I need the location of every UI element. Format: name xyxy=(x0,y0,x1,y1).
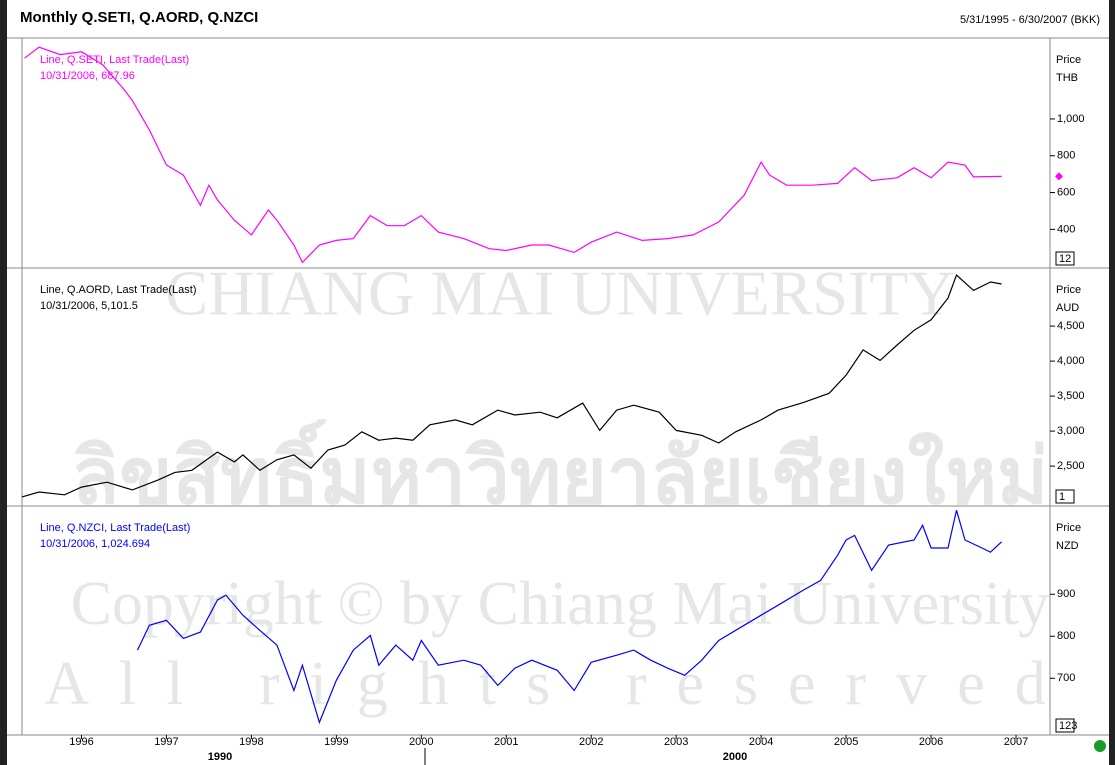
annotation: 10/31/2006, 1,024.694 xyxy=(40,538,150,550)
x-tick-label: 2006 xyxy=(919,736,943,748)
x-tick-label: 1998 xyxy=(239,736,263,748)
axis-label: Price xyxy=(1056,522,1081,534)
scale-badge: 123 xyxy=(1059,720,1077,732)
axis-unit: THB xyxy=(1056,72,1078,84)
y-tick-label: 700 xyxy=(1057,672,1075,684)
x-tick-label: 2000 xyxy=(409,736,433,748)
watermark-text: Copyright © by Chiang Mai University xyxy=(71,570,1050,638)
chart-title: Monthly Q.SETI, Q.AORD, Q.NZCI xyxy=(20,9,258,26)
legend-entry: Line, Q.NZCI, Last Trade(Last) xyxy=(40,522,190,534)
x-tick-label: 2002 xyxy=(579,736,603,748)
annotation: 10/31/2006, 687.96 xyxy=(40,70,135,82)
x-tick-label: 1996 xyxy=(69,736,93,748)
scale-badge: 1 xyxy=(1059,491,1065,503)
y-tick-label: 3,000 xyxy=(1057,425,1085,437)
axis-unit: AUD xyxy=(1056,302,1079,314)
page: Monthly Q.SETI, Q.AORD, Q.NZCI 5/31/1995… xyxy=(0,0,1115,765)
x-tick-label: 1999 xyxy=(324,736,348,748)
axis-label: Price xyxy=(1056,54,1081,66)
date-range: 5/31/1995 - 6/30/2007 (BKK) xyxy=(960,14,1100,26)
axis-unit: NZD xyxy=(1056,540,1079,552)
x-tick-label: 2003 xyxy=(664,736,688,748)
axis-label: Price xyxy=(1056,284,1081,296)
x-tick-label: 2007 xyxy=(1004,736,1028,748)
legend-entry: Line, Q.SETI, Last Trade(Last) xyxy=(40,54,189,66)
annotation: 10/31/2006, 5,101.5 xyxy=(40,300,138,312)
chart: Monthly Q.SETI, Q.AORD, Q.NZCI 5/31/1995… xyxy=(0,0,1115,765)
x-tick-label: 2001 xyxy=(494,736,518,748)
x-tick-label: 2005 xyxy=(834,736,858,748)
y-tick-label: 800 xyxy=(1057,150,1075,162)
left-frame xyxy=(0,0,7,765)
y-tick-label: 800 xyxy=(1057,630,1075,642)
decade-label: 1990 xyxy=(208,751,232,763)
y-tick-label: 3,500 xyxy=(1057,390,1085,402)
watermark-text: ลิขสิทธิ์มหาวิทยาลัยเชียงใหม่ xyxy=(72,419,1049,520)
right-frame xyxy=(1109,0,1115,765)
y-tick-label: 1,000 xyxy=(1057,113,1085,125)
decade-label: 2000 xyxy=(723,751,747,763)
y-tick-label: 900 xyxy=(1057,588,1075,600)
y-tick-label: 600 xyxy=(1057,186,1075,198)
legend-entry: Line, Q.AORD, Last Trade(Last) xyxy=(40,284,197,296)
y-tick-label: 2,500 xyxy=(1057,460,1085,472)
y-tick-label: 4,500 xyxy=(1057,320,1085,332)
scale-badge: 12 xyxy=(1059,253,1071,265)
x-tick-label: 2004 xyxy=(749,736,773,748)
y-tick-label: 4,000 xyxy=(1057,355,1085,367)
y-tick-label: 400 xyxy=(1057,223,1075,235)
watermark-text: All rights reserved xyxy=(44,650,1075,718)
x-tick-label: 1997 xyxy=(154,736,178,748)
status-indicator xyxy=(1094,740,1106,752)
